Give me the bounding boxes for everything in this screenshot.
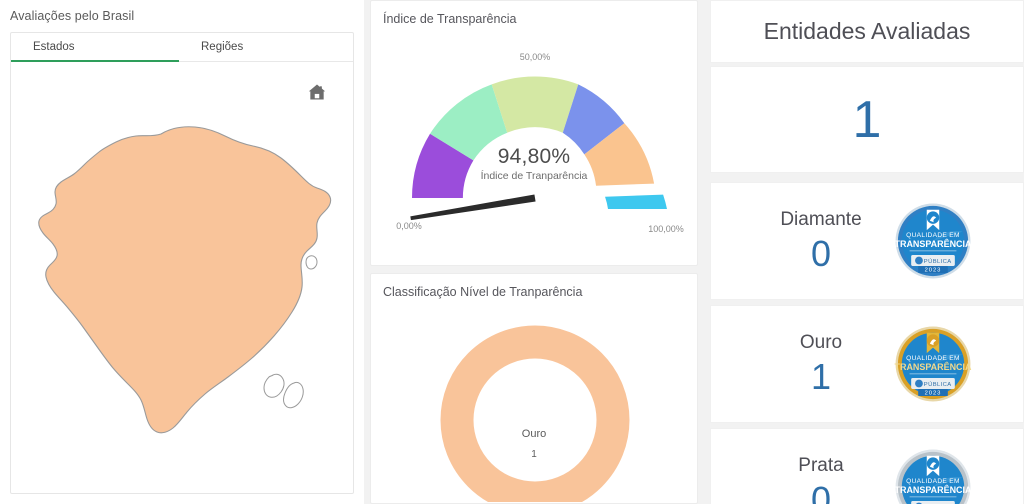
donut-svg [440, 325, 630, 502]
gauge-needle [410, 194, 536, 221]
transparency-seal-badge-ouro: QUALIDADE EM TRANSPARÊNCIA PÚBLICA 2023 [895, 326, 972, 402]
tab-estados-label: Estados [33, 41, 75, 53]
summary-header-card: Entidades Avaliadas [710, 0, 1024, 63]
summary-title: Entidades Avaliadas [763, 18, 971, 44]
summary-panel: Entidades Avaliadas 1 Diamante 0 QUALIDA… [704, 0, 1024, 504]
medal-ouro-text: Ouro 1 [762, 330, 880, 398]
gauge-band-3 [562, 84, 625, 155]
medal-diamante-text: Diamante 0 [762, 207, 880, 275]
map-canvas[interactable] [11, 62, 353, 492]
tab-regioes-label: Regiões [201, 41, 244, 53]
medal-diamante-count: 0 [810, 233, 832, 274]
badge-line1: QUALIDADE EM [906, 355, 960, 362]
gauge-card: Índice de Transparência [370, 0, 698, 266]
entities-total-card: 1 [710, 66, 1024, 173]
state-map-rio-grande-do-sul[interactable] [11, 94, 353, 492]
offscreen-chart-sliver [632, 497, 658, 504]
charts-column: Índice de Transparência [364, 0, 704, 504]
gauge-band-4 [584, 123, 655, 186]
gauge-title: Índice de Transparência [383, 12, 517, 26]
medal-card-ouro: Ouro 1 QUALIDADE EM TRANSPARÊNCIA PÚBLIC… [710, 305, 1024, 423]
donut-card: Classificação Nível de Tranparência Ouro… [370, 273, 698, 504]
panel-title-map: Avaliações pelo Brasil [10, 9, 135, 23]
map-tabs: Estados Regiões [11, 33, 353, 62]
badge-line2: TRANSPARÊNCIA [895, 484, 972, 495]
donut-chart: Ouro 1 [371, 300, 697, 502]
badge-year: 2023 [925, 267, 942, 273]
badge-line3: PÚBLICA [924, 381, 952, 388]
badge-line2: TRANSPARÊNCIA [895, 361, 972, 372]
map-card: Estados Regiões [10, 32, 354, 494]
medal-diamante-label: Diamante [780, 209, 862, 230]
medal-card-diamante: Diamante 0 QUALIDADE EM TRANSPARÊNCIA PÚ… [710, 182, 1024, 300]
medal-card-prata: Prata 0 QUALIDADE EM TRANSPARÊNCIA PÚBLI… [710, 428, 1024, 504]
badge-line1: QUALIDADE EM [906, 232, 960, 239]
medal-prata-label: Prata [798, 455, 844, 476]
gauge-band-1 [430, 84, 508, 161]
gauge-chart: 0,00% 50,00% 100,00% 94,80% Índice de Tr… [371, 27, 697, 247]
map-panel: Avaliações pelo Brasil Estados Regiões [0, 0, 364, 504]
gauge-band-2 [491, 76, 579, 133]
transparency-seal-badge-prata: QUALIDADE EM TRANSPARÊNCIA PÚBLICA 2023 [895, 449, 972, 504]
medal-ouro-count: 1 [810, 356, 832, 397]
gauge-mid-label: 50,00% [520, 52, 551, 62]
donut-title: Classificação Nível de Tranparência [383, 285, 583, 299]
tab-regioes[interactable]: Regiões [179, 33, 347, 61]
gauge-min-label: 0,00% [396, 221, 422, 231]
badge-line1: QUALIDADE EM [906, 478, 960, 485]
medal-prata-text: Prata 0 [762, 453, 880, 504]
tab-estados[interactable]: Estados [11, 33, 179, 62]
home-icon[interactable] [307, 82, 327, 102]
gauge-band-0 [411, 133, 474, 198]
badge-year: 2023 [925, 390, 942, 396]
medal-ouro-label: Ouro [799, 332, 843, 353]
badge-line2: TRANSPARÊNCIA [895, 238, 972, 249]
gauge-max-label: 100,00% [648, 224, 684, 234]
gauge-svg: 0,00% 50,00% 100,00% [396, 52, 684, 234]
gauge-band-5 [605, 194, 667, 209]
badge-line3: PÚBLICA [924, 258, 952, 265]
transparency-seal-badge-diamante: QUALIDADE EM TRANSPARÊNCIA PÚBLICA 2023 [895, 203, 972, 279]
entities-total-value: 1 [852, 90, 882, 149]
medal-prata-count: 0 [810, 479, 832, 504]
donut-slice-ouro[interactable] [440, 325, 630, 502]
